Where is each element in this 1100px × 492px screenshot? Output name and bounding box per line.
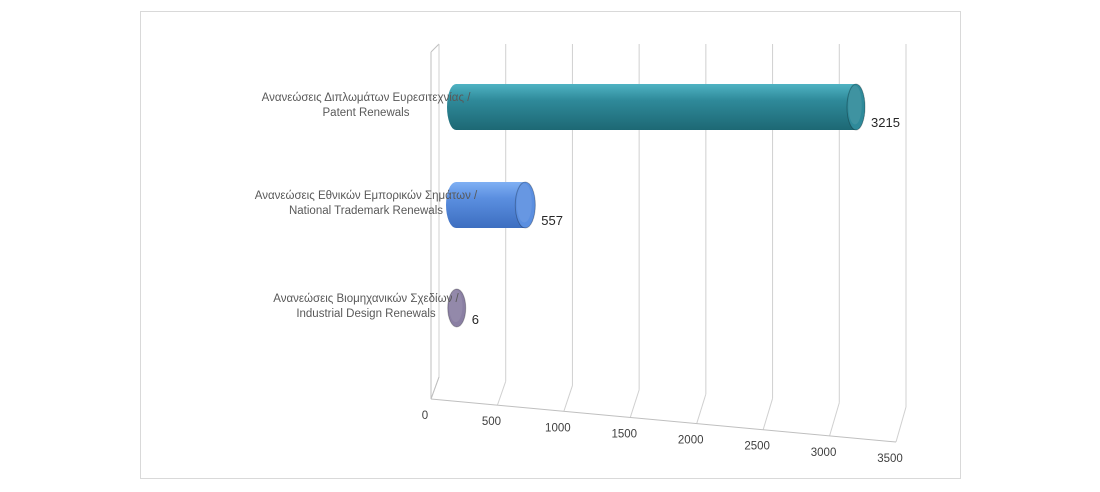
bar xyxy=(447,83,866,131)
data-label: 6 xyxy=(472,312,479,327)
bar-end-cap xyxy=(447,288,467,328)
floor-front-edge xyxy=(430,398,897,443)
category-label: Ανανεώσεις Διπλωμάτων Ευρεσιτεχνίας / Pat… xyxy=(262,92,472,119)
category-label: Ανανεώσεις Βιομηχανικών Σχεδίων / Industr… xyxy=(273,293,459,320)
data-label: 557 xyxy=(541,213,563,228)
bar-chart: 0 500 1000 1500 2000 2500 3000 3500 3215 Ανανεώσ… xyxy=(255,43,907,465)
bar-end-cap xyxy=(846,83,866,131)
bar xyxy=(447,288,467,328)
floor-line-1500 xyxy=(629,389,640,418)
bars xyxy=(446,83,866,328)
floor-line-500 xyxy=(496,381,507,406)
x-tick-label: 1500 xyxy=(611,428,637,440)
x-axis: 0 500 1000 1500 2000 2500 3000 3500 xyxy=(422,410,903,465)
floor-line-3000 xyxy=(829,402,840,436)
category-labels: 3215 Ανανεώσεις Διπλωμάτων Ευρεσιτεχνίας … xyxy=(255,92,900,327)
data-label: 3215 xyxy=(871,115,900,130)
bar xyxy=(446,181,536,229)
floor-line-3500 xyxy=(895,406,907,443)
bar-end-cap xyxy=(514,181,536,229)
floor-line-1000 xyxy=(563,385,573,412)
bar-end-highlight xyxy=(448,289,463,323)
floor-line-2000 xyxy=(696,393,707,424)
bar-end-highlight xyxy=(516,183,532,223)
wall-top-edge xyxy=(430,43,440,53)
bar-body xyxy=(447,84,865,130)
bar-body xyxy=(446,182,536,228)
floor-line-2500 xyxy=(762,398,774,430)
floor-left-edge xyxy=(430,376,440,400)
x-tick-label: 3500 xyxy=(877,453,903,465)
x-tick-label: 2000 xyxy=(678,435,704,447)
x-tick-label: 3000 xyxy=(811,447,837,459)
bar-end-highlight xyxy=(848,85,862,125)
x-tick-label: 2500 xyxy=(744,441,770,453)
category-label: Ανανεώσεις Εθνικών Εμπορικών Σημάτων / Na… xyxy=(255,190,478,217)
x-tick-label: 0 xyxy=(422,410,428,422)
chart-frame: 0 500 1000 1500 2000 2500 3000 3500 3215 Ανανεώσ… xyxy=(140,11,961,479)
x-tick-label: 1000 xyxy=(545,422,571,434)
x-tick-label: 500 xyxy=(482,416,501,428)
